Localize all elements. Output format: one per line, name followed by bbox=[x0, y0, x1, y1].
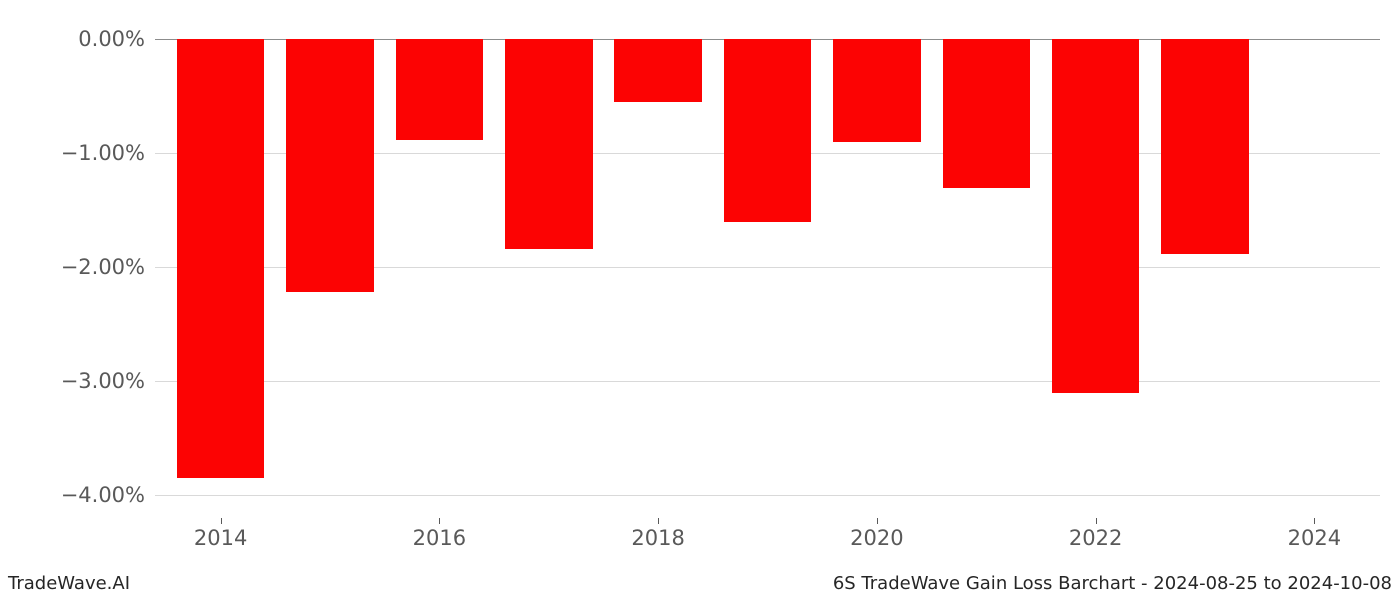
bar bbox=[1161, 39, 1249, 253]
y-tick-label: −4.00% bbox=[61, 483, 155, 507]
footer-right-text: 6S TradeWave Gain Loss Barchart - 2024-0… bbox=[833, 573, 1392, 594]
bar bbox=[833, 39, 921, 142]
x-tick-label: 2014 bbox=[194, 518, 247, 550]
bar bbox=[724, 39, 812, 221]
chart-container: 0.00% −1.00% −2.00% −3.00% −4.00% 2014 2016 201… bbox=[0, 0, 1400, 600]
x-tick-label: 2022 bbox=[1069, 518, 1122, 550]
bar bbox=[943, 39, 1031, 187]
y-tick-label: −3.00% bbox=[61, 369, 155, 393]
footer-left-text: TradeWave.AI bbox=[8, 573, 130, 594]
bar bbox=[396, 39, 484, 139]
bar bbox=[286, 39, 374, 292]
x-tick-label: 2016 bbox=[413, 518, 466, 550]
bar bbox=[177, 39, 265, 478]
x-tick-label: 2018 bbox=[631, 518, 684, 550]
bar bbox=[1052, 39, 1140, 392]
gridline bbox=[155, 495, 1380, 496]
y-tick-label: 0.00% bbox=[78, 27, 155, 51]
x-tick-label: 2024 bbox=[1288, 518, 1341, 550]
y-tick-label: −2.00% bbox=[61, 255, 155, 279]
plot-area: 0.00%−1.00%−2.00%−3.00%−4.00%20142016201… bbox=[155, 28, 1380, 518]
x-tick-label: 2020 bbox=[850, 518, 903, 550]
bar bbox=[614, 39, 702, 102]
bar bbox=[505, 39, 593, 249]
y-tick-label: −1.00% bbox=[61, 141, 155, 165]
gridline bbox=[155, 381, 1380, 382]
